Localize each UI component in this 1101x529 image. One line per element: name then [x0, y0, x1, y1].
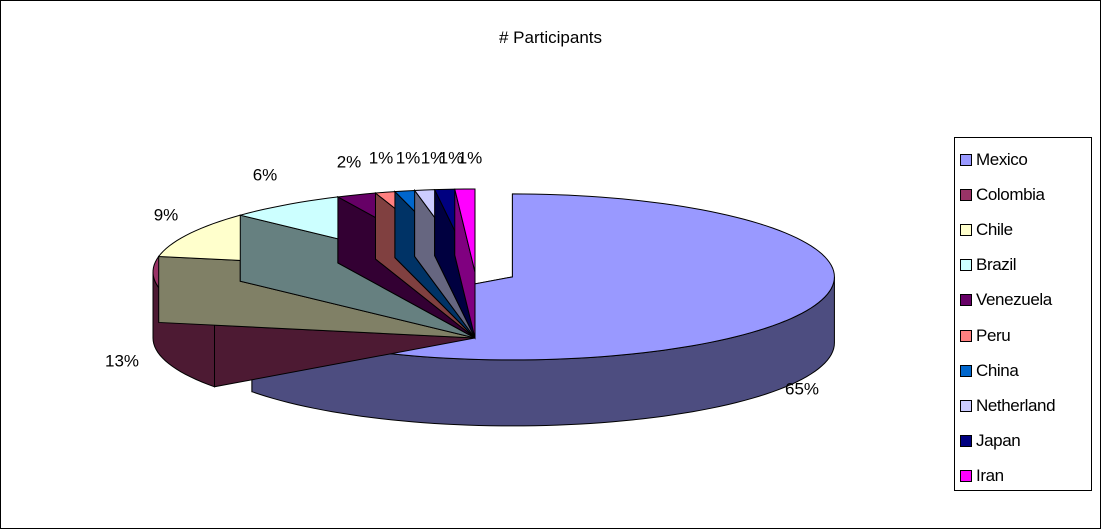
legend-label: China — [976, 360, 1019, 380]
data-label-netherland: 1% — [421, 148, 446, 167]
legend-label: Peru — [976, 325, 1011, 345]
legend-label: Brazil — [976, 255, 1017, 275]
legend-item-venezuela: Venezuela — [955, 283, 1091, 318]
data-label-iran: 1% — [458, 148, 483, 167]
legend-swatch — [960, 223, 972, 236]
data-label-mexico: 65% — [785, 379, 819, 398]
legend-item-iran: Iran — [955, 459, 1091, 494]
legend-swatch — [960, 399, 972, 412]
legend-label: Chile — [976, 219, 1013, 239]
legend-swatch — [960, 188, 972, 201]
legend-label: Mexico — [976, 149, 1028, 169]
legend-swatch — [960, 329, 972, 342]
legend-label: Japan — [976, 431, 1021, 451]
legend-label: Colombia — [976, 184, 1045, 204]
data-label-china: 1% — [396, 148, 421, 167]
data-label-japan: 1% — [439, 148, 464, 167]
data-label-chile: 9% — [154, 205, 179, 224]
chart-title: # Participants — [499, 28, 602, 47]
legend-label: Venezuela — [976, 290, 1052, 310]
legend-item-netherland: Netherland — [955, 388, 1091, 423]
legend-item-peru: Peru — [955, 318, 1091, 353]
legend-item-brazil: Brazil — [955, 248, 1091, 283]
legend-item-chile: Chile — [955, 212, 1091, 247]
legend-item-colombia: Colombia — [955, 177, 1091, 212]
pie-slice-iran — [454, 188, 476, 339]
legend-label: Netherland — [976, 395, 1056, 415]
legend-label: Iran — [976, 466, 1004, 486]
data-label-peru: 1% — [369, 148, 394, 167]
legend-swatch — [960, 294, 972, 307]
legend-item-mexico: Mexico — [955, 142, 1091, 177]
data-label-colombia: 13% — [105, 351, 139, 370]
legend-swatch — [960, 435, 972, 448]
legend-item-japan: Japan — [955, 424, 1091, 459]
legend: Mexico Colombia Chile Brazil Venezuela Peru Ch… — [954, 137, 1092, 491]
data-label-brazil: 6% — [253, 165, 278, 184]
legend-item-china: China — [955, 353, 1091, 388]
legend-swatch — [960, 259, 972, 272]
legend-swatch — [960, 364, 972, 377]
data-label-venezuela: 2% — [337, 152, 362, 171]
legend-swatch — [960, 153, 972, 166]
legend-swatch — [960, 470, 972, 483]
